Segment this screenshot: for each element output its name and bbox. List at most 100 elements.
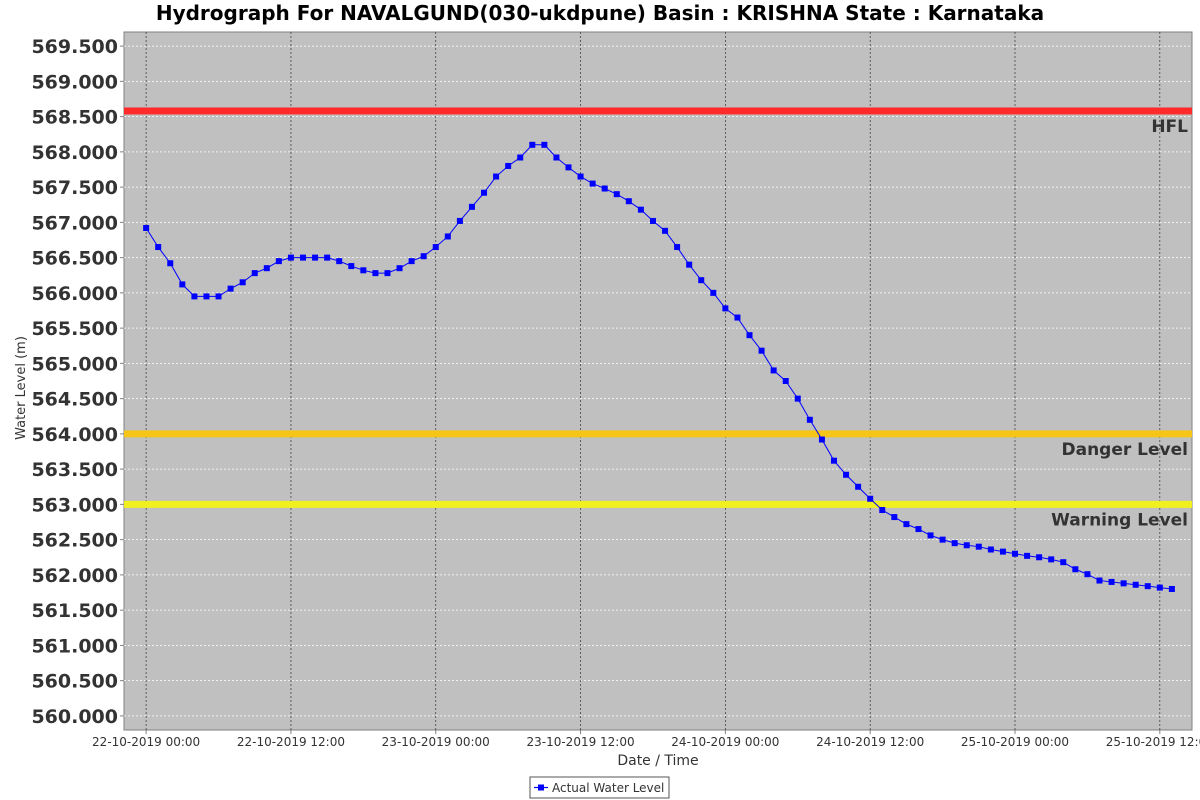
y-tick-label: 561.000 <box>31 635 118 657</box>
data-point <box>891 514 898 521</box>
data-point <box>275 258 282 265</box>
series-layer <box>143 141 1175 592</box>
y-tick-label: 569.000 <box>31 71 118 93</box>
data-point <box>818 436 825 443</box>
data-point <box>444 233 451 240</box>
data-point <box>1156 584 1163 591</box>
data-point <box>191 293 198 300</box>
data-point <box>987 546 994 553</box>
y-tick-label: 560.000 <box>31 706 118 728</box>
data-point <box>734 314 741 321</box>
data-point <box>867 495 874 502</box>
data-point <box>312 254 319 261</box>
data-point <box>420 253 427 260</box>
x-tick-label: 24-10-2019 12:00 <box>816 735 924 749</box>
data-point <box>227 285 234 292</box>
plot-area <box>123 31 1193 731</box>
data-point <box>239 279 246 286</box>
data-point <box>1168 585 1175 592</box>
data-point <box>686 261 693 268</box>
data-point <box>782 378 789 384</box>
x-tick-label: 23-10-2019 12:00 <box>526 735 634 749</box>
x-tick-label: 24-10-2019 00:00 <box>671 735 779 749</box>
data-point <box>493 173 500 180</box>
data-point <box>1012 550 1019 557</box>
danger-level-label: Danger Level <box>1062 440 1189 460</box>
data-point <box>553 154 560 161</box>
data-point <box>203 293 210 300</box>
data-point <box>746 332 753 339</box>
data-point <box>963 542 970 549</box>
data-point <box>722 305 729 312</box>
legend-label: Actual Water Level <box>552 781 664 795</box>
x-axis-label: Date / Time <box>617 753 698 769</box>
data-point <box>468 203 475 210</box>
y-tick-label: 565.000 <box>31 353 118 375</box>
data-point <box>915 526 922 533</box>
legend: Actual Water Level <box>529 776 670 799</box>
y-tick-label: 567.000 <box>31 212 118 234</box>
y-tick-label: 562.500 <box>31 530 118 552</box>
data-point <box>287 254 294 261</box>
data-point <box>637 206 644 213</box>
data-point <box>806 416 813 423</box>
data-point <box>1108 578 1115 585</box>
data-point <box>770 367 777 374</box>
data-point <box>830 457 837 464</box>
y-tick-label: 562.000 <box>31 565 118 587</box>
data-point <box>927 532 934 539</box>
x-tick-label: 23-10-2019 00:00 <box>382 735 490 749</box>
data-point <box>1096 577 1103 584</box>
danger-level-line <box>124 430 1192 438</box>
data-point <box>372 270 379 277</box>
legend-marker <box>538 784 544 791</box>
data-point <box>1072 566 1079 573</box>
data-point <box>565 164 572 171</box>
data-point <box>975 543 982 550</box>
data-point <box>601 185 608 192</box>
data-point <box>999 548 1006 555</box>
data-point <box>625 198 632 205</box>
data-point <box>456 217 463 224</box>
y-tick-label: 564.500 <box>31 389 118 411</box>
y-tick-label: 563.000 <box>31 494 118 516</box>
data-point <box>1036 554 1043 561</box>
data-point <box>662 227 669 234</box>
data-point <box>348 263 355 270</box>
data-point <box>649 217 656 224</box>
data-point <box>251 270 258 277</box>
y-tick-label: 568.500 <box>31 107 118 129</box>
data-point <box>1084 571 1091 578</box>
chart-title: Hydrograph For NAVALGUND(030-ukdpune) Ba… <box>156 1 1044 25</box>
data-point <box>903 521 910 528</box>
data-point <box>794 395 801 402</box>
data-point <box>1120 580 1127 587</box>
reference-lines: HFL Danger Level Warning Level <box>124 107 1192 530</box>
y-tick-label: 568.000 <box>31 142 118 164</box>
hfl-line <box>124 107 1192 115</box>
data-point <box>541 141 548 148</box>
y-axis-label: Water Level (m) <box>14 336 29 440</box>
warning-level-label: Warning Level <box>1051 510 1188 530</box>
data-point <box>589 180 596 187</box>
data-point <box>505 162 512 169</box>
y-tick-label: 566.000 <box>31 283 118 305</box>
data-point <box>263 265 270 272</box>
y-tick-label: 560.500 <box>31 671 118 693</box>
x-axis-ticks: 22-10-2019 00:00 22-10-2019 12:00 23-10-20… <box>92 730 1200 749</box>
legend-box <box>529 776 670 799</box>
data-point <box>698 277 705 284</box>
data-point <box>143 225 150 232</box>
x-tick-label: 22-10-2019 00:00 <box>92 735 200 749</box>
y-tick-label: 567.500 <box>31 177 118 199</box>
data-point <box>481 189 488 196</box>
data-point <box>529 141 536 148</box>
data-point <box>1132 581 1139 588</box>
data-point <box>432 244 439 251</box>
x-tick-label: 25-10-2019 00:00 <box>961 735 1069 749</box>
data-point <box>384 270 391 277</box>
y-tick-label: 563.500 <box>31 459 118 481</box>
y-tick-label: 566.500 <box>31 248 118 270</box>
data-point <box>1144 583 1151 590</box>
y-tick-label: 561.500 <box>31 600 118 622</box>
